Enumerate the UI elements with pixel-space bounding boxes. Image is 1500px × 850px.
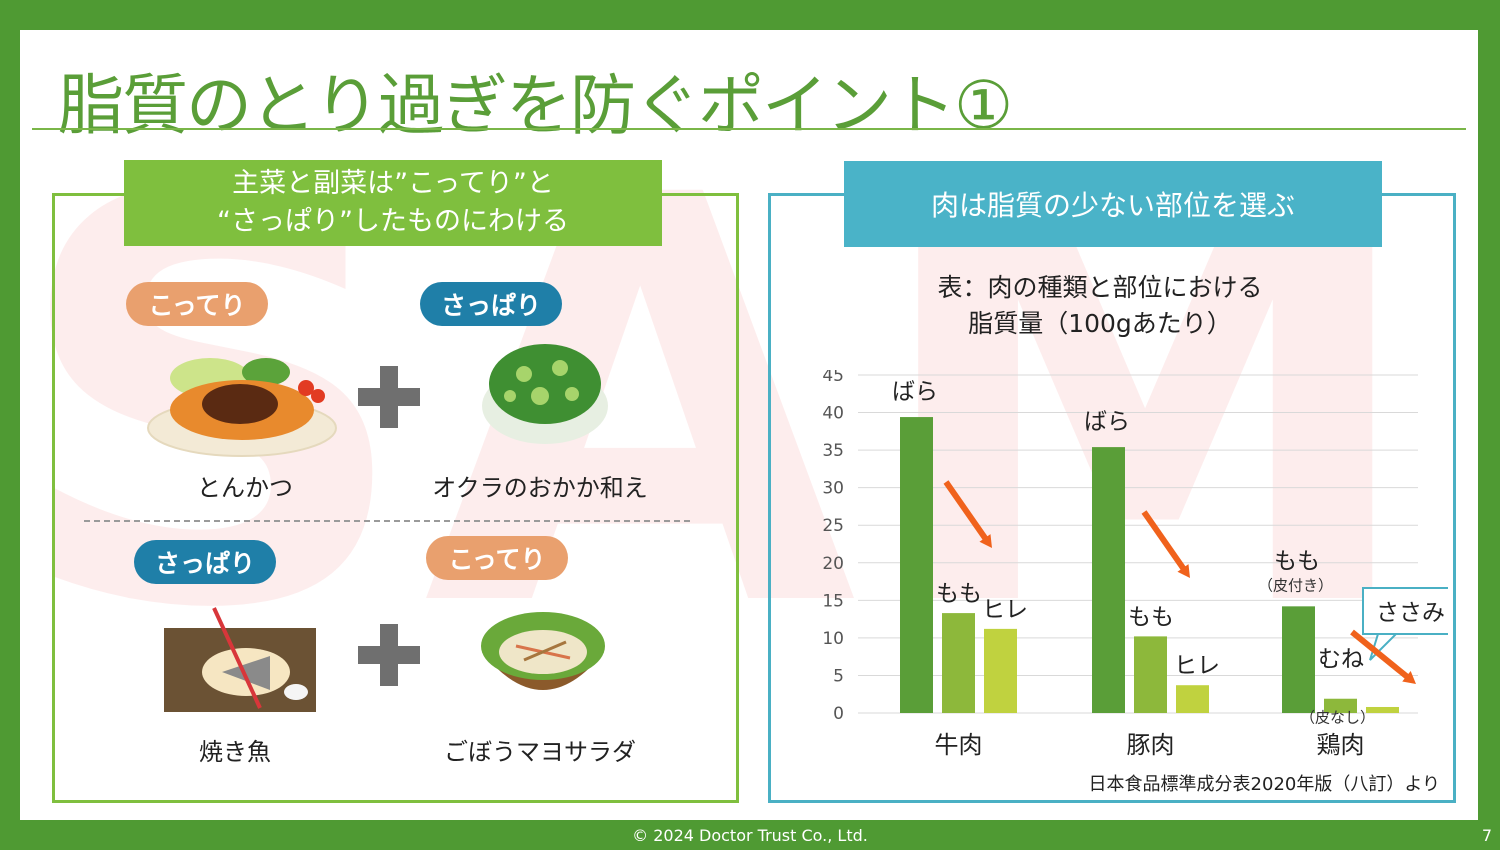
bar — [1134, 636, 1167, 713]
title-underline — [32, 128, 1466, 130]
chart-title: 表：肉の種類と部位における 脂質量（100gあたり） — [890, 270, 1310, 342]
y-tick-label: 35 — [822, 441, 844, 461]
bar-label: ばら — [892, 379, 938, 405]
burdock-salad-label: ごぼうマヨサラダ — [444, 738, 636, 766]
bar-note: （皮付き） — [1258, 576, 1333, 594]
bar — [1324, 698, 1357, 713]
page-number: 7 — [1481, 826, 1492, 845]
y-tick-label: 45 — [822, 370, 844, 386]
down-arrow-shaft — [1141, 510, 1187, 572]
bar-note: （皮なし） — [1300, 709, 1375, 727]
chart-title-line2: 脂質量（100gあたり） — [968, 309, 1232, 338]
x-category-label: 豚肉 — [1127, 731, 1175, 759]
down-arrow-head — [1177, 564, 1190, 578]
bar — [984, 628, 1017, 713]
bar — [900, 417, 933, 713]
bar-label: ヒレ — [1174, 653, 1220, 679]
bar-label: ばら — [1084, 409, 1130, 435]
plus-icon-2 — [358, 624, 420, 686]
grilled-fish-label: 焼き魚 — [199, 738, 271, 766]
chart-title-line1: 表：肉の種類と部位における — [937, 273, 1263, 302]
down-arrow-head — [1402, 671, 1416, 684]
bar — [942, 613, 975, 713]
tonkatsu-label: とんかつ — [197, 474, 293, 502]
y-tick-label: 0 — [833, 704, 844, 724]
y-tick-label: 10 — [822, 629, 844, 649]
x-category-label: 鶏肉 — [1317, 731, 1365, 759]
left-panel-banner: 主菜と副菜は”こってり”と “さっぱり”したものにわける — [124, 160, 662, 246]
left-banner-line2: “さっぱり”したものにわける — [217, 206, 569, 237]
y-tick-label: 5 — [833, 666, 844, 686]
bar-label: むね — [1318, 647, 1364, 673]
down-arrow-shaft — [1350, 629, 1411, 681]
okra-label: オクラのおかか和え — [432, 474, 648, 502]
left-banner-line1: 主菜と副菜は”こってり”と — [232, 168, 554, 199]
right-panel-banner: 肉は脂質の少ない部位を選ぶ — [844, 161, 1382, 247]
down-arrow-shaft — [943, 480, 989, 542]
copyright-footer: © 2024 Doctor Trust Co., Ltd. — [632, 826, 868, 845]
y-tick-label: 30 — [822, 479, 844, 499]
slide: SAMPLE 脂質のとり過ぎを防ぐポイント① 主菜と副菜は”こってり”と “さっ… — [20, 30, 1478, 820]
tonkatsu-illustration — [147, 358, 337, 457]
rich-badge-2: こってり — [426, 536, 568, 580]
bar — [1092, 447, 1125, 713]
bar — [1176, 685, 1209, 713]
bar-label: もも — [1274, 548, 1320, 574]
y-tick-label: 15 — [822, 591, 844, 611]
okra-salad-illustration — [482, 344, 608, 444]
bar — [1366, 706, 1399, 713]
divider — [84, 520, 690, 522]
bar-label: もも — [936, 581, 982, 607]
bar-label: ヒレ — [982, 597, 1028, 623]
y-tick-label: 40 — [822, 404, 844, 424]
light-badge-1: さっぱり — [420, 282, 562, 326]
bar-label: ささみ — [1376, 600, 1445, 626]
grilled-fish-illustration — [164, 607, 316, 712]
page-title: 脂質のとり過ぎを防ぐポイント① — [58, 67, 1013, 144]
y-tick-label: 20 — [822, 554, 844, 574]
rich-badge-1: こってり — [126, 282, 268, 326]
plus-icon-1 — [358, 366, 420, 428]
down-arrow-head — [979, 534, 992, 548]
bar-label: もも — [1128, 604, 1174, 630]
light-badge-2: さっぱり — [134, 540, 276, 584]
y-tick-label: 25 — [822, 516, 844, 536]
x-category-label: 牛肉 — [935, 731, 983, 759]
burdock-salad-illustration — [481, 612, 605, 690]
sasami-callout-box — [1362, 587, 1448, 635]
source-note: 日本食品標準成分表2020年版（八訂）より — [1088, 774, 1440, 795]
bar — [1282, 606, 1315, 713]
fat-content-chart: 051015202530354045ばらももヒレ牛肉ばらももヒレ豚肉もも（皮付き… — [822, 370, 1448, 759]
